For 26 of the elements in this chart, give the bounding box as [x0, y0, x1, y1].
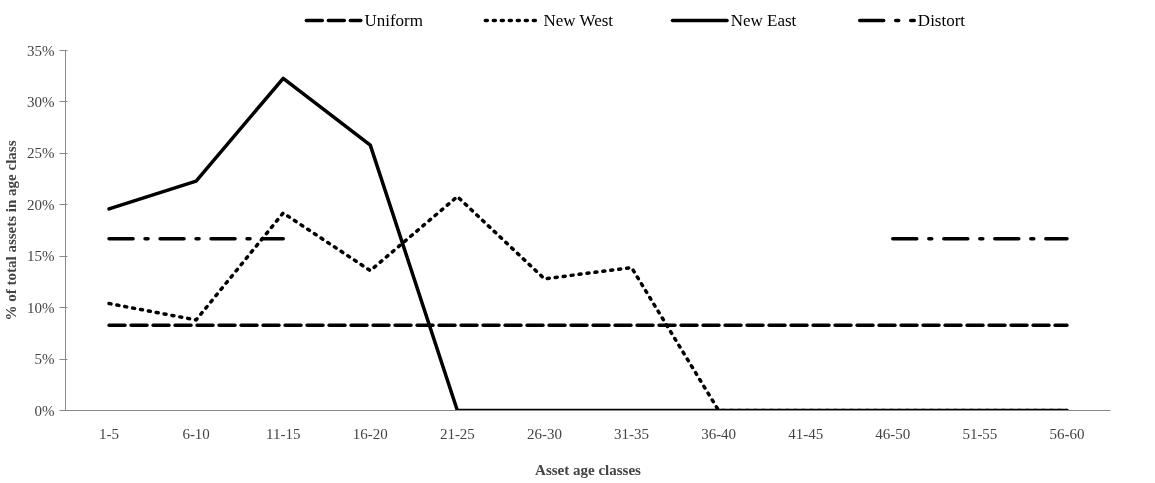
y-axis-title: % of total assets in age class — [3, 140, 19, 321]
x-tick-label: 16-20 — [352, 425, 388, 442]
x-tick-label: 36-40 — [701, 425, 737, 442]
y-tick-label: 25% — [27, 145, 55, 162]
y-tick-label: 30% — [27, 93, 55, 110]
y-tick-label: 0% — [34, 402, 55, 419]
y-tick-label: 20% — [27, 196, 55, 213]
x-tick-label: 56-60 — [1049, 425, 1085, 442]
legend-label: New West — [543, 11, 614, 30]
x-tick-label: 51-55 — [962, 425, 998, 442]
y-tick-label: 35% — [27, 42, 55, 59]
y-tick-label: 5% — [34, 351, 55, 368]
x-tick-label: 1-5 — [99, 425, 120, 442]
x-tick-label: 46-50 — [875, 425, 911, 442]
legend-label: Uniform — [364, 11, 424, 30]
legend-label: New East — [730, 11, 797, 30]
x-tick-label: 41-45 — [788, 425, 824, 442]
legend-label: Distort — [917, 11, 966, 30]
y-tick-label: 15% — [27, 248, 55, 265]
x-tick-label: 26-30 — [526, 425, 562, 442]
x-axis-title: Asset age classes — [535, 461, 642, 478]
y-tick-label: 10% — [27, 299, 55, 316]
x-tick-label: 31-35 — [614, 425, 650, 442]
x-tick-label: 21-25 — [439, 425, 475, 442]
x-tick-label: 6-10 — [182, 425, 210, 442]
x-tick-label: 11-15 — [265, 425, 301, 442]
